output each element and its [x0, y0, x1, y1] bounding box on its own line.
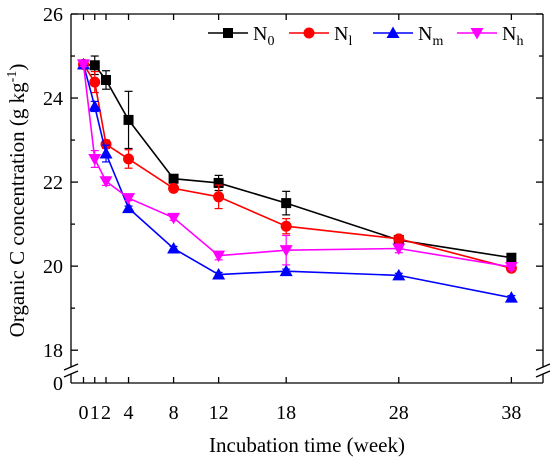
legend-marker — [303, 27, 315, 39]
y-tick-label: 24 — [43, 88, 63, 110]
legend-marker — [386, 26, 400, 38]
axis-break-mark — [535, 370, 550, 378]
data-point — [167, 241, 181, 254]
legend-item-n0: N0 — [208, 23, 274, 49]
x-tick-label: 8 — [169, 402, 179, 424]
legend-marker — [470, 28, 484, 40]
series-n0 — [78, 55, 517, 263]
y-axis-label-sup: -1 — [5, 71, 20, 83]
series-nl — [78, 58, 517, 274]
legend-label: Nm — [418, 23, 443, 49]
data-point — [77, 59, 90, 71]
y-axis-label-close: ) — [5, 64, 29, 71]
legend-label: N0 — [253, 23, 274, 49]
data-point — [392, 243, 406, 255]
data-point — [392, 268, 406, 281]
series-line — [83, 63, 512, 259]
x-tick-label: 1 — [90, 402, 100, 424]
data-point — [89, 60, 100, 71]
axis-break-mark — [63, 370, 79, 378]
data-point — [213, 177, 224, 188]
data-point — [212, 268, 226, 280]
data-point — [101, 74, 112, 85]
data-point — [506, 252, 517, 263]
data-point — [213, 191, 225, 203]
x-tick-label: 38 — [501, 402, 521, 424]
data-point — [280, 220, 292, 232]
y-tick-label: 0 — [53, 373, 63, 395]
data-point — [279, 264, 293, 277]
y-tick-label: 22 — [43, 172, 63, 194]
x-tick-label: 18 — [276, 402, 296, 424]
data-point — [123, 114, 134, 125]
x-tick-label: 28 — [389, 402, 409, 424]
data-point — [393, 233, 405, 245]
data-point — [212, 250, 226, 263]
legend-label: Nh — [502, 23, 523, 49]
data-point — [504, 291, 518, 303]
series-line — [82, 63, 512, 270]
data-point — [168, 182, 180, 194]
x-tick-label: 0 — [79, 402, 89, 424]
x-tick-label: 12 — [209, 402, 229, 424]
legend: N0 Nl Nm Nh — [208, 23, 523, 49]
series-layer — [77, 55, 518, 303]
data-point — [123, 153, 135, 165]
x-tick-label: 4 — [124, 402, 134, 424]
series-nm — [77, 57, 518, 303]
axis-break-mark — [63, 363, 79, 371]
data-point — [167, 212, 181, 225]
data-point — [89, 76, 101, 88]
data-point — [168, 173, 179, 184]
y-tick-label: 20 — [43, 256, 63, 278]
y-axis-label-main: Organic C concentration (g kg — [5, 82, 29, 338]
y-tick-label: 26 — [43, 4, 63, 26]
legend-marker — [223, 28, 233, 38]
data-point — [504, 261, 518, 274]
legend-item-nm: Nm — [373, 23, 443, 49]
legend-item-nh: Nh — [457, 23, 523, 49]
x-tick-label: 2 — [101, 402, 111, 424]
data-point — [88, 153, 102, 166]
y-axis-label: Organic C concentration (g kg-1) — [5, 64, 29, 338]
data-point — [122, 193, 136, 205]
data-point — [122, 201, 136, 214]
data-point — [281, 198, 292, 209]
data-point — [88, 99, 102, 112]
axis-break-mark — [535, 363, 550, 371]
legend-label: Nl — [334, 23, 352, 49]
data-point — [99, 176, 113, 188]
data-point — [99, 147, 113, 159]
x-axis-label: Incubation time (week) — [209, 433, 405, 457]
y-tick-label: 18 — [43, 340, 63, 362]
series-nh — [77, 59, 518, 274]
series-line — [82, 64, 512, 299]
series-line — [82, 64, 512, 268]
data-point — [279, 245, 293, 257]
legend-item-nl: Nl — [289, 23, 352, 49]
